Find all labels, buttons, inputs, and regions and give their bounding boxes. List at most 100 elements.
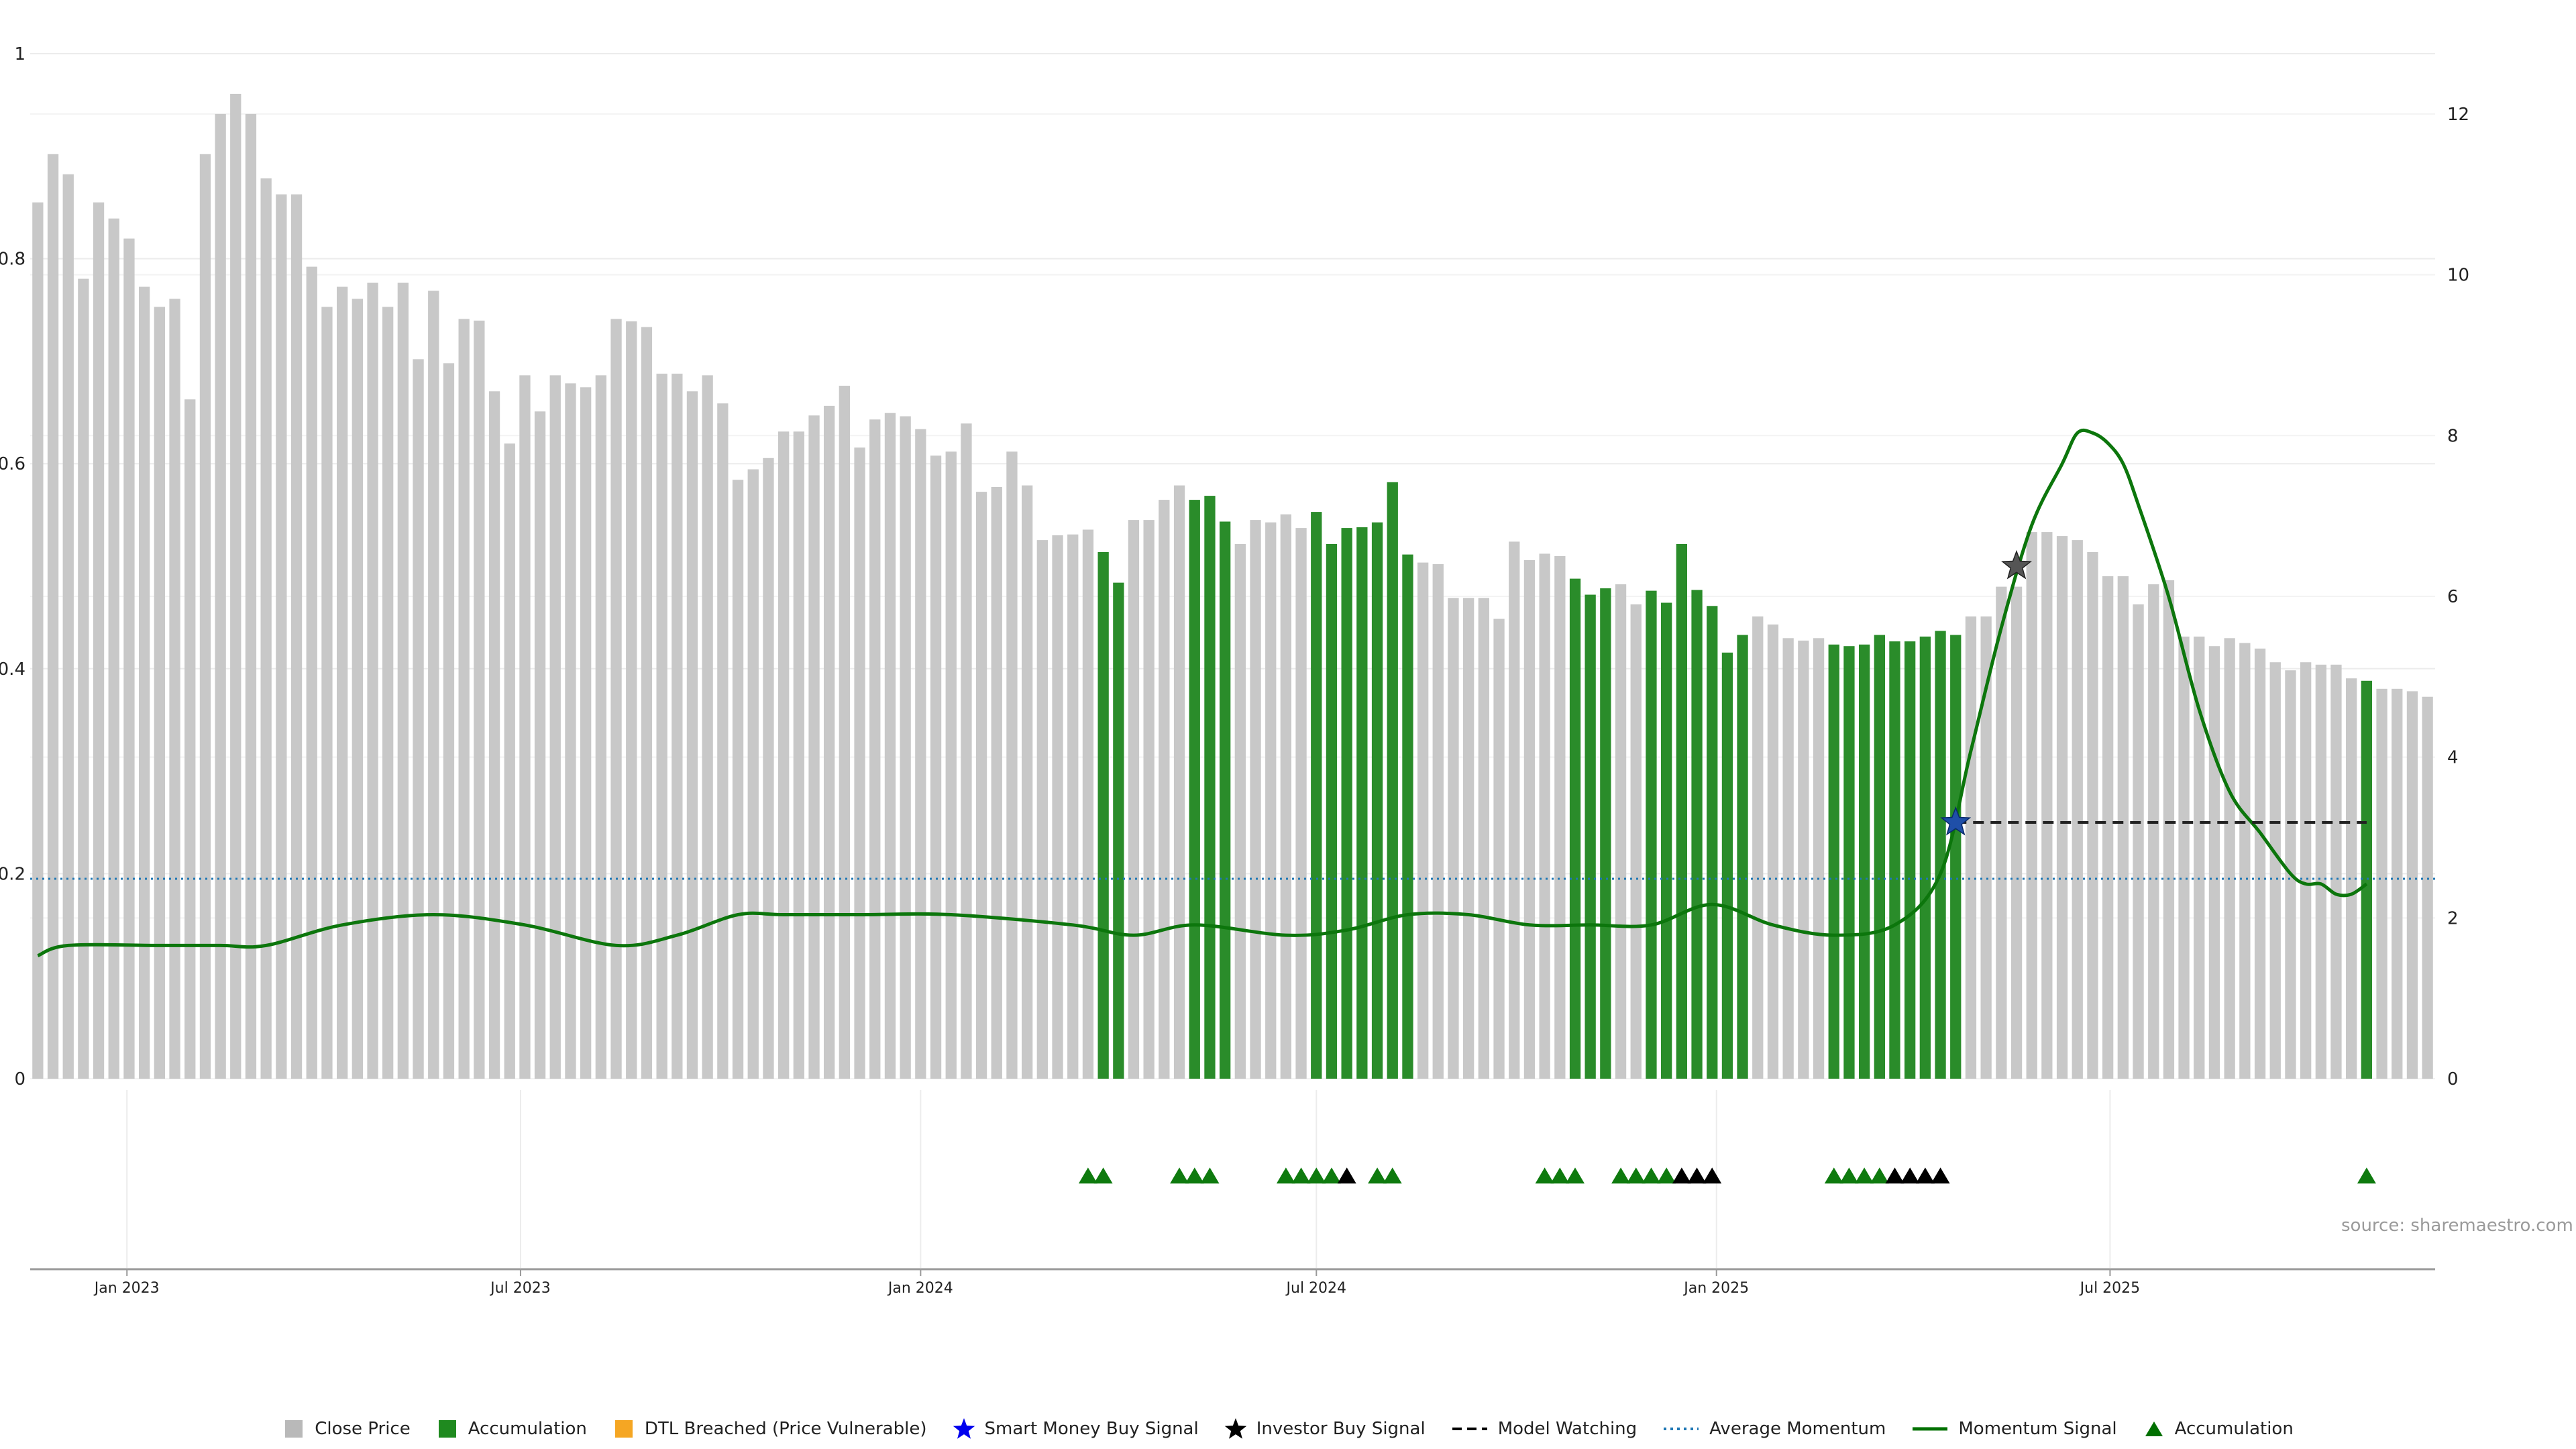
bar-close-price: [2010, 586, 2023, 1079]
left-tick-label: 0.4: [0, 659, 25, 680]
bar-close-price: [580, 387, 592, 1079]
bar-close-price: [686, 391, 698, 1079]
bar-accumulation: [1889, 641, 1900, 1079]
bar-accumulation: [1189, 500, 1200, 1079]
left-tick-label: 1: [14, 44, 25, 64]
accumulation-triangle-icon: [1855, 1167, 1874, 1184]
bar-close-price: [656, 374, 667, 1079]
bar-close-price: [610, 319, 622, 1079]
bar-close-price: [2346, 678, 2357, 1079]
bar-close-price: [397, 282, 409, 1079]
accumulation-triangle-icon: [1291, 1167, 1311, 1184]
legend-label: Model Watching: [1497, 1419, 1638, 1439]
bar-accumulation: [1097, 552, 1109, 1079]
bar-close-price: [2315, 664, 2326, 1079]
bar-close-price: [991, 487, 1002, 1079]
bar-close-price: [1493, 619, 1505, 1079]
bar-close-price: [488, 391, 500, 1079]
bar-close-price: [824, 405, 835, 1079]
bar-close-price: [945, 451, 957, 1079]
legend-label: Investor Buy Signal: [1256, 1419, 1426, 1439]
bar-accumulation: [1326, 544, 1338, 1079]
bar-close-price: [747, 469, 759, 1079]
bar-close-price: [1052, 535, 1063, 1079]
bar-close-price: [2300, 662, 2312, 1079]
legend-swatch-square: [285, 1420, 303, 1438]
bar-close-price: [1022, 485, 1033, 1079]
x-tick-label: Jul 2024: [1285, 1280, 1347, 1297]
x-tick-label: Jul 2023: [489, 1280, 551, 1297]
smart-money-star-icon: [1940, 806, 1972, 836]
bar-close-price: [47, 154, 59, 1079]
legend: Close Price Accumulation DTL Breached (Pri…: [0, 1415, 2576, 1442]
accumulation-triangle-icon: [1870, 1167, 1889, 1184]
x-tick-label: Jan 2025: [1682, 1280, 1749, 1297]
x-tick-label: Jan 2024: [887, 1280, 953, 1297]
bar-close-price: [337, 286, 348, 1079]
legend-label: Accumulation: [2174, 1419, 2294, 1439]
bar-close-price: [184, 399, 196, 1079]
bar-accumulation: [1220, 521, 1231, 1079]
bar-close-price: [169, 299, 180, 1079]
accumulation-triangle-icon: [2357, 1167, 2376, 1184]
investor-triangle-icon: [1687, 1167, 1707, 1184]
investor-triangle-icon: [1672, 1167, 1691, 1184]
bar-accumulation: [1600, 588, 1611, 1079]
right-tick-label: 0: [2447, 1069, 2459, 1089]
accumulation-triangle-icon: [1185, 1167, 1204, 1184]
signal-markers: [1078, 549, 2376, 1184]
accumulation-triangle-icon: [1200, 1167, 1220, 1184]
bar-close-price: [2102, 576, 2114, 1079]
accumulation-triangle-icon: [1307, 1167, 1326, 1184]
left-tick-label: 0: [14, 1069, 25, 1089]
bar-close-price: [2026, 532, 2037, 1079]
acc_marker-legend-icon: [2145, 1421, 2163, 1436]
bar-close-price: [854, 447, 865, 1079]
signal-lines: [30, 428, 2435, 957]
investor-triangle-icon: [1337, 1167, 1356, 1184]
bar-close-price: [2178, 636, 2190, 1079]
investor-triangle-icon: [1931, 1167, 1950, 1184]
bar-close-price: [230, 93, 241, 1079]
right-tick-label: 12: [2447, 105, 2469, 125]
bar-accumulation: [1113, 582, 1124, 1079]
bar-close-price: [672, 374, 683, 1079]
bar-close-price: [1173, 485, 1185, 1079]
bar-close-price: [1539, 553, 1550, 1079]
x-tick-label: Jan 2023: [93, 1280, 160, 1297]
watch-legend-icon: [1452, 1428, 1487, 1430]
bar-accumulation: [1874, 635, 1885, 1079]
accumulation-triangle-icon: [1368, 1167, 1387, 1184]
bar-close-price: [260, 178, 272, 1079]
accumulation-triangle-icon: [1383, 1167, 1402, 1184]
bar-close-price: [139, 286, 150, 1079]
x-tick-label: Jul 2025: [2079, 1280, 2141, 1297]
bar-close-price: [428, 290, 439, 1079]
bar-close-price: [1159, 500, 1170, 1079]
bar-close-price: [2406, 691, 2418, 1079]
bar-close-price: [504, 443, 515, 1079]
bar-accumulation: [1859, 644, 1870, 1079]
bar-close-price: [321, 307, 333, 1079]
bar-close-price: [245, 113, 257, 1079]
bar-close-price: [1980, 616, 1992, 1079]
bar-accumulation: [1691, 590, 1703, 1079]
smart-legend-icon: [953, 1418, 975, 1439]
legend-label: Accumulation: [468, 1419, 587, 1439]
bar-close-price: [930, 455, 942, 1079]
accumulation-triangle-icon: [1093, 1167, 1113, 1184]
bar-close-price: [1630, 604, 1642, 1079]
bar-accumulation: [1311, 512, 1322, 1079]
accumulation-triangle-icon: [1566, 1167, 1585, 1184]
bar-close-price: [2163, 580, 2175, 1079]
legend-item-acc: Accumulation: [436, 1417, 587, 1440]
bar-close-price: [2117, 576, 2129, 1079]
bar-close-price: [884, 413, 896, 1079]
bar-accumulation: [1950, 635, 1962, 1079]
bar-close-price: [808, 415, 820, 1079]
bar-close-price: [1250, 520, 1261, 1079]
investor-triangle-icon: [1703, 1167, 1722, 1184]
bar-close-price: [869, 419, 881, 1079]
legend-item-smart: Smart Money Buy Signal: [953, 1417, 1199, 1440]
bar-close-price: [276, 194, 287, 1079]
